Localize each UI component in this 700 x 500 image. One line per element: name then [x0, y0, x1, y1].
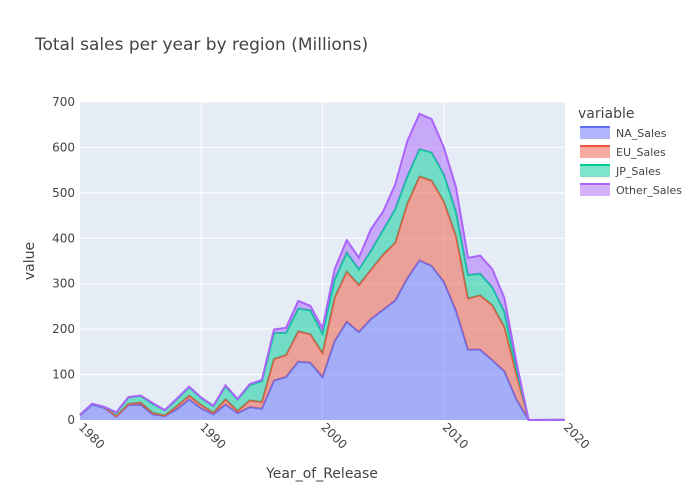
x-tick-label: 1980: [76, 420, 107, 451]
y-axis-title: value: [22, 242, 38, 280]
chart-title: Total sales per year by region (Millions…: [34, 35, 368, 55]
legend-item-label[interactable]: JP_Sales: [615, 165, 661, 178]
legend-item-label[interactable]: NA_Sales: [616, 127, 667, 140]
y-tick-label: 600: [52, 140, 75, 154]
x-axis-title: Year_of_Release: [265, 466, 378, 482]
x-tick-label: 2020: [561, 420, 592, 451]
x-tick-label: 2000: [318, 420, 349, 451]
legend-item-label[interactable]: Other_Sales: [616, 184, 682, 197]
legend-swatch: [580, 184, 610, 196]
y-tick-label: 300: [52, 277, 75, 291]
y-tick-label: 100: [52, 368, 75, 382]
area-fill-na-sales: [80, 260, 565, 420]
area-fill-jp-sales: [80, 149, 565, 420]
area-fill-other-sales: [80, 113, 565, 421]
y-tick-label: 700: [52, 95, 75, 109]
y-tick-label: 0: [67, 413, 75, 427]
legend-item-label[interactable]: EU_Sales: [616, 146, 666, 159]
legend-title: variable: [578, 106, 634, 122]
legend-swatch: [580, 146, 610, 158]
y-tick-label: 500: [52, 186, 75, 200]
y-tick-label: 200: [52, 322, 75, 336]
legend: variable NA_Sales EU_Sales JP_Sales Other_S…: [578, 106, 682, 197]
legend-swatch: [580, 165, 610, 177]
x-tick-label: 2010: [440, 420, 471, 451]
y-tick-label: 400: [52, 231, 75, 245]
x-tick-label: 1990: [197, 420, 228, 451]
area-line-other-sales: [79, 112, 566, 422]
area-series: [79, 112, 566, 422]
legend-swatch: [580, 127, 610, 139]
area-fill-eu-sales: [80, 176, 565, 420]
